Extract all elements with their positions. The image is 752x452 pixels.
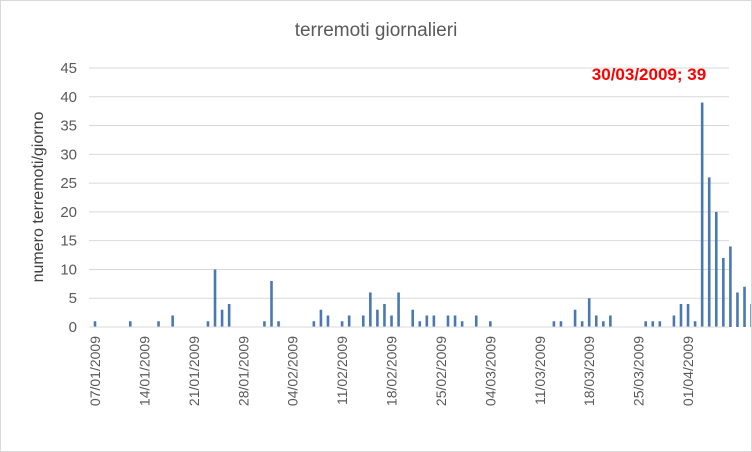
bar — [93, 321, 97, 327]
bar — [347, 315, 351, 327]
bar — [609, 315, 612, 327]
y-tick-label: 35 — [60, 118, 77, 135]
x-tick-label: 11/02/2009 — [334, 336, 350, 405]
y-tick-label: 15 — [60, 233, 77, 250]
bar — [361, 315, 365, 327]
bar — [602, 321, 605, 327]
bar — [573, 309, 577, 327]
bar — [340, 321, 344, 327]
bar — [707, 177, 711, 327]
bar — [743, 286, 746, 327]
bar — [376, 309, 379, 327]
bar — [700, 102, 704, 328]
chart-title: terremoti giornalieri — [295, 20, 458, 41]
x-tick-label: 25/03/2009 — [631, 336, 647, 406]
bars — [93, 102, 751, 328]
y-tick-label: 25 — [60, 175, 77, 192]
bar — [312, 321, 316, 327]
x-tick-label: 14/01/2009 — [136, 336, 152, 406]
bar — [686, 303, 690, 327]
bar — [594, 315, 598, 327]
bar — [369, 292, 372, 327]
y-tick-label: 10 — [60, 261, 77, 278]
x-tick-label: 18/02/2009 — [384, 336, 400, 406]
bar — [171, 315, 174, 327]
y-tick-label: 30 — [60, 146, 77, 163]
y-tick-label: 0 — [69, 319, 77, 336]
x-tick-label: 07/01/2009 — [87, 336, 103, 406]
grid-lines — [89, 67, 729, 299]
bar — [206, 321, 210, 327]
x-tick-label: 04/02/2009 — [285, 336, 301, 406]
bar — [651, 321, 655, 327]
bar — [714, 211, 718, 327]
y-tick-label: 5 — [69, 290, 77, 307]
bar — [580, 321, 584, 327]
bar — [277, 321, 280, 327]
bar — [460, 321, 464, 327]
x-tick-labels: 07/01/2009 14/01/2009 21/01/2009 28/01/2009… — [87, 336, 696, 406]
y-tick-labels: 0 5 10 15 20 25 30 35 40 45 — [60, 60, 77, 336]
x-tick-label: 28/01/2009 — [235, 336, 251, 406]
x-tick-label: 25/02/2009 — [433, 336, 449, 406]
y-tick-label: 20 — [60, 204, 77, 221]
bar — [658, 321, 662, 327]
bar — [418, 321, 422, 327]
x-tick-label: 21/01/2009 — [186, 336, 202, 406]
bar — [722, 257, 725, 327]
bar — [157, 321, 160, 327]
bar — [390, 315, 393, 327]
bar — [425, 315, 429, 327]
bar — [263, 321, 266, 327]
x-tick-label: 11/03/2009 — [532, 336, 548, 405]
bar — [411, 309, 414, 327]
bar — [227, 303, 231, 327]
bar — [489, 321, 492, 327]
bar — [679, 303, 683, 327]
bar — [474, 315, 478, 327]
bar — [736, 292, 739, 327]
bar — [559, 321, 563, 327]
bar — [729, 246, 732, 327]
peak-annotation: 30/03/2009; 39 — [592, 65, 706, 84]
bar — [672, 315, 676, 327]
bar — [129, 321, 132, 327]
bar — [644, 321, 647, 327]
x-tick-label: 04/03/2009 — [482, 336, 498, 406]
bar — [750, 303, 751, 327]
y-axis-label: numero terremoti/giorno — [30, 112, 47, 283]
bar — [326, 315, 330, 327]
x-tick-label: 18/03/2009 — [581, 336, 597, 406]
bar — [432, 315, 436, 327]
bar — [453, 315, 457, 327]
bar — [220, 309, 224, 327]
x-tick-label: 01/04/2009 — [680, 336, 696, 406]
bar — [319, 309, 323, 327]
bar — [270, 280, 273, 327]
bar — [446, 315, 450, 327]
bar — [693, 321, 697, 327]
y-tick-label: 40 — [60, 89, 77, 106]
bar — [213, 269, 217, 327]
bar — [397, 292, 400, 327]
y-tick-label: 45 — [60, 60, 77, 77]
bar — [587, 298, 591, 327]
bar — [552, 321, 556, 327]
bar — [383, 303, 386, 327]
